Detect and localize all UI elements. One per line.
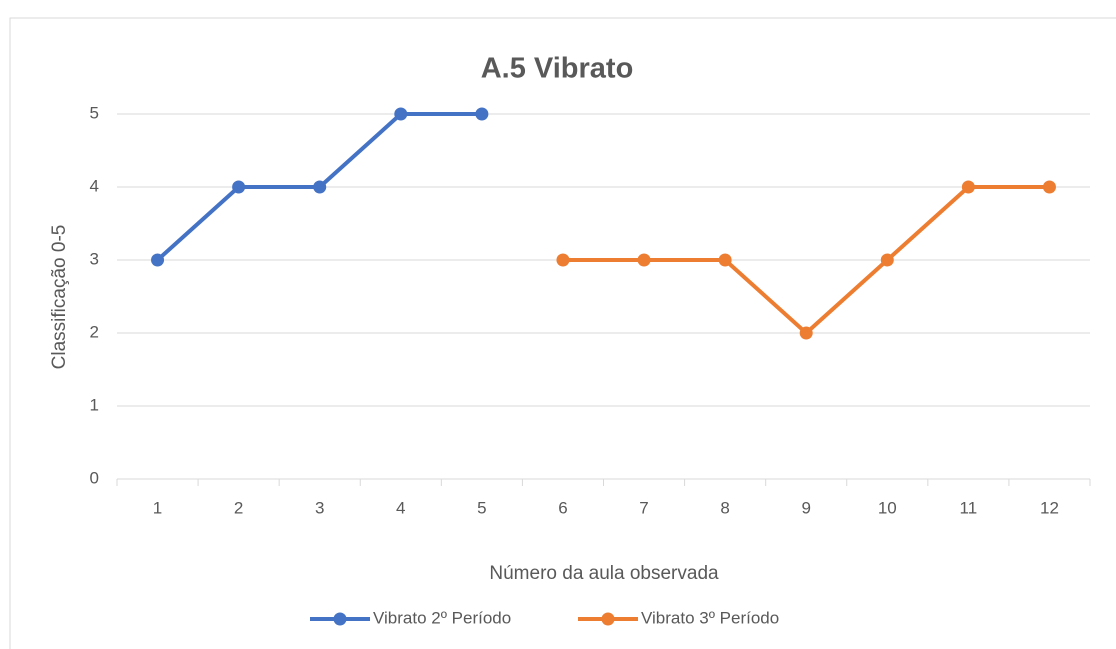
x-tick-label: 9 — [801, 498, 810, 517]
x-tick-label: 11 — [960, 498, 978, 517]
y-tick-label: 5 — [90, 103, 99, 122]
point — [799, 326, 813, 340]
y-tick-label: 0 — [90, 468, 99, 487]
point — [151, 253, 165, 267]
x-axis-label: Número da aula observada — [489, 563, 719, 584]
x-tick-label: 1 — [153, 498, 162, 517]
x-tick-label: 5 — [477, 498, 486, 517]
legend-label: Vibrato 3º Período — [641, 608, 779, 627]
x-tick-label: 3 — [315, 498, 324, 517]
y-tick-label: 3 — [90, 249, 99, 268]
legend-marker — [333, 612, 347, 626]
point — [556, 253, 570, 267]
point — [394, 107, 408, 121]
y-tick-label: 2 — [90, 322, 99, 341]
point — [1042, 180, 1056, 194]
point — [313, 180, 327, 194]
y-axis-label: Classificação 0-5 — [49, 225, 70, 370]
point — [880, 253, 894, 267]
x-tick-label: 7 — [639, 498, 648, 517]
point — [475, 107, 489, 121]
x-tick-label: 4 — [396, 498, 405, 517]
point — [961, 180, 975, 194]
x-tick-label: 2 — [234, 498, 243, 517]
legend-marker — [601, 612, 615, 626]
point — [637, 253, 651, 267]
x-tick-label: 8 — [720, 498, 729, 517]
chart-title: A.5 Vibrato — [481, 53, 634, 85]
y-tick-label: 1 — [90, 395, 99, 414]
y-tick-label: 4 — [90, 176, 99, 195]
point — [232, 180, 246, 194]
point — [718, 253, 732, 267]
legend-label: Vibrato 2º Período — [373, 608, 511, 627]
x-tick-label: 10 — [878, 498, 897, 517]
x-tick-label: 6 — [558, 498, 567, 517]
x-tick-label: 12 — [1040, 498, 1059, 517]
